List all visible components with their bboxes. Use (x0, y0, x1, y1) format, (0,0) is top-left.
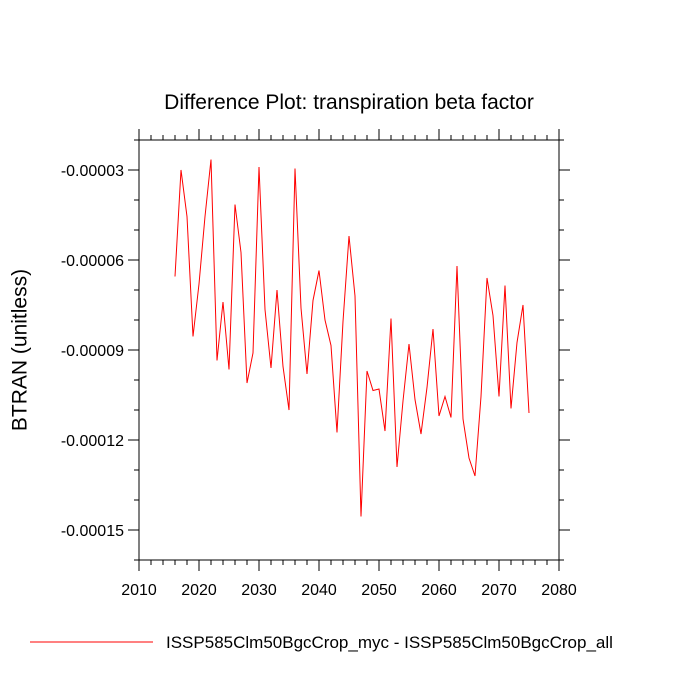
x-tick-labels: 2010 2020 2030 2040 2050 2060 2070 2080 (121, 582, 577, 599)
legend: ISSP585Clm50BgcCrop_myc - ISSP585Clm50Bg… (30, 633, 613, 652)
x-tick-label: 2020 (181, 582, 217, 599)
x-tick-label: 2080 (541, 582, 577, 599)
x-tick-label: 2040 (301, 582, 337, 599)
legend-label: ISSP585Clm50BgcCrop_myc - ISSP585Clm50Bg… (166, 633, 613, 652)
y-tick-label: -0.00015 (61, 523, 124, 540)
y-tick-label: -0.00006 (61, 253, 124, 270)
chart-title: Difference Plot: transpiration beta fact… (164, 91, 534, 114)
y-tick-label: -0.00009 (61, 343, 124, 360)
series-line (174, 159, 530, 517)
y-axis-label: BTRAN (unitless) (9, 269, 32, 431)
y-tick-labels: -0.00003 -0.00006 -0.00009 -0.00012 -0.00015 (61, 163, 124, 540)
x-tick-label: 2050 (361, 582, 397, 599)
x-tick-label: 2010 (121, 582, 157, 599)
y-tick-label: -0.00012 (61, 433, 124, 450)
y-tick-label: -0.00003 (61, 163, 124, 180)
x-tick-label: 2070 (481, 582, 517, 599)
series-layer (174, 159, 530, 517)
x-tick-label: 2030 (241, 582, 277, 599)
axis-ticks (128, 129, 570, 571)
x-tick-label: 2060 (421, 582, 457, 599)
